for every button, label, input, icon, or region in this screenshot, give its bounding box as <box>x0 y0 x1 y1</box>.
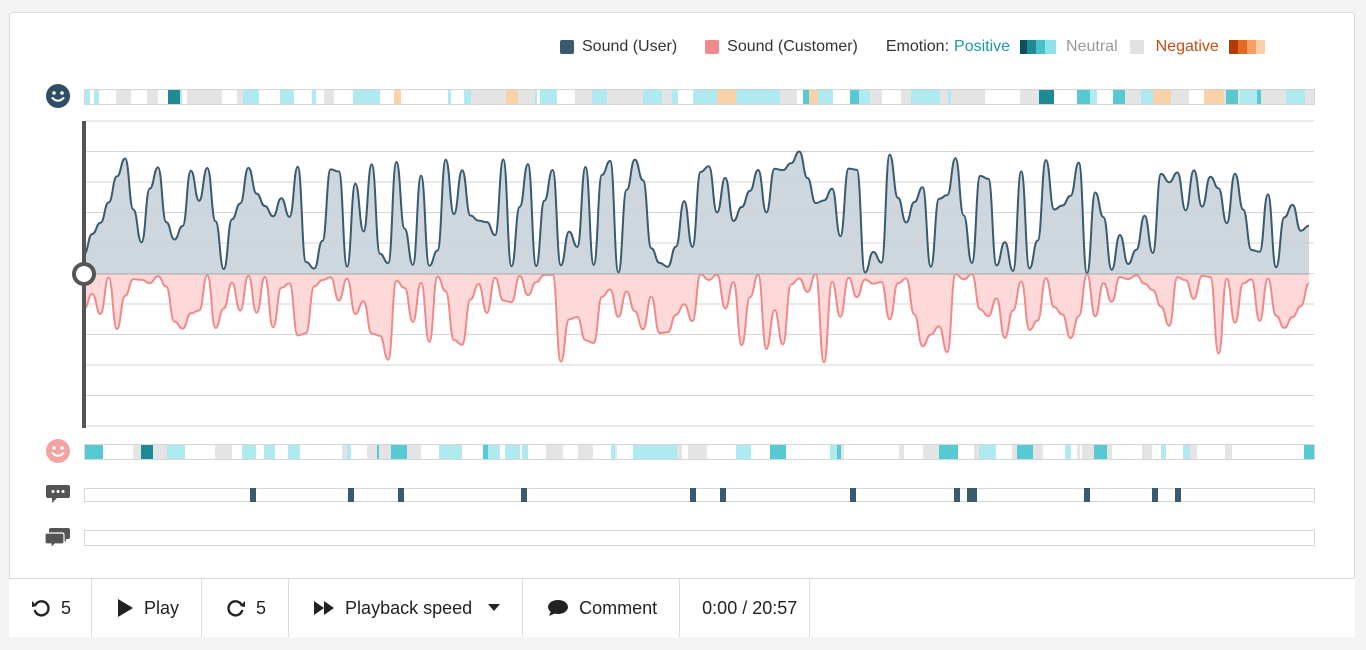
comment-marker[interactable] <box>521 488 527 502</box>
user-swatch <box>560 40 574 54</box>
comment-markers-track[interactable] <box>84 486 1315 504</box>
legend-customer: Sound (Customer) <box>705 38 858 56</box>
comment-marker[interactable] <box>250 488 256 502</box>
sound-waveform-chart[interactable] <box>70 118 1320 434</box>
forward-label: 5 <box>256 597 267 618</box>
rewind-label: 5 <box>61 597 72 618</box>
legend-emotion-prefix: Emotion: <box>885 38 950 55</box>
smiley-face-icon <box>44 82 72 110</box>
user-emotion-strip[interactable] <box>84 89 1315 105</box>
negative-gradient-swatch <box>1228 40 1265 54</box>
comment-label: Comment <box>579 597 658 618</box>
customer-emotion-strip[interactable] <box>84 444 1315 460</box>
comment-bubble-icon <box>44 480 72 508</box>
legend-customer-label: Sound (Customer) <box>727 38 858 55</box>
fast-forward-icon <box>314 601 335 615</box>
playback-speed-label: Playback speed <box>345 597 473 618</box>
legend-positive-label: Positive <box>954 38 1011 55</box>
comment-marker[interactable] <box>1175 488 1181 502</box>
comment-marker[interactable] <box>720 488 726 502</box>
chat-bubbles-icon <box>44 524 72 552</box>
smiley-face-icon <box>44 437 72 465</box>
legend-negative-label: Negative <box>1155 38 1219 55</box>
customer-swatch <box>705 40 720 54</box>
legend-emotion: Emotion: Positive Neutral Negative <box>886 38 1275 56</box>
customer-sound-line <box>83 273 1310 364</box>
play-button[interactable]: Play <box>92 579 203 637</box>
rewind-5-button[interactable]: 5 <box>9 579 93 637</box>
user-sound-line <box>83 150 1310 275</box>
comment-marker[interactable] <box>348 488 354 502</box>
playback-speed-dropdown[interactable]: Playback speed <box>289 579 524 637</box>
play-label: Play <box>144 597 180 618</box>
comment-marker[interactable] <box>1084 488 1090 502</box>
caret-down-icon <box>488 604 501 611</box>
chart-legend: Sound (User) Sound (Customer) Emotion: P… <box>560 36 1275 58</box>
playback-controls: 5 Play 5 Playback speed Comment 0:00 / 2… <box>9 578 1355 637</box>
playhead-handle[interactable] <box>72 262 96 286</box>
transcript-track[interactable] <box>84 530 1315 546</box>
neutral-swatch <box>1129 40 1144 54</box>
play-icon <box>118 599 134 617</box>
comment-marker[interactable] <box>1152 488 1158 502</box>
positive-gradient-swatch <box>1020 40 1057 54</box>
legend-user-label: Sound (User) <box>582 38 678 55</box>
comment-button[interactable]: Comment <box>523 579 681 637</box>
comment-marker[interactable] <box>690 488 696 502</box>
legend-user: Sound (User) <box>560 38 677 56</box>
rewind-icon <box>32 600 50 617</box>
comment-marker[interactable] <box>971 488 977 502</box>
comment-marker[interactable] <box>954 488 960 502</box>
comment-marker[interactable] <box>398 488 404 502</box>
forward-icon <box>227 600 246 617</box>
legend-neutral-label: Neutral <box>1066 38 1118 55</box>
time-display: 0:00 / 20:57 <box>680 579 811 637</box>
comment-marker[interactable] <box>967 488 973 502</box>
forward-5-button[interactable]: 5 <box>202 579 290 637</box>
comment-icon <box>548 600 569 616</box>
comment-marker[interactable] <box>850 488 856 502</box>
